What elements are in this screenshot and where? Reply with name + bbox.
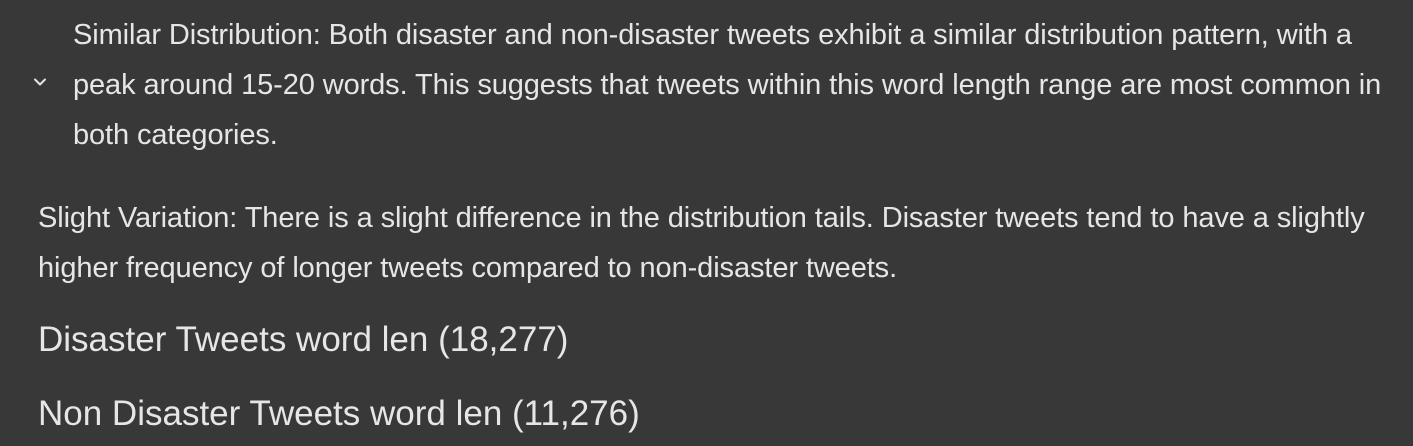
chevron-down-icon — [34, 78, 46, 86]
section-collapse-toggle[interactable] — [28, 70, 52, 94]
non-disaster-tweets-heading: Non Disaster Tweets word len (11,276) — [38, 394, 640, 433]
similar-distribution-paragraph: Similar Distribution: Both disaster and … — [73, 19, 1382, 151]
disaster-tweets-heading: Disaster Tweets word len (18,277) — [38, 320, 569, 359]
slight-variation-paragraph: Slight Variation: There is a slight diff… — [38, 202, 1365, 284]
